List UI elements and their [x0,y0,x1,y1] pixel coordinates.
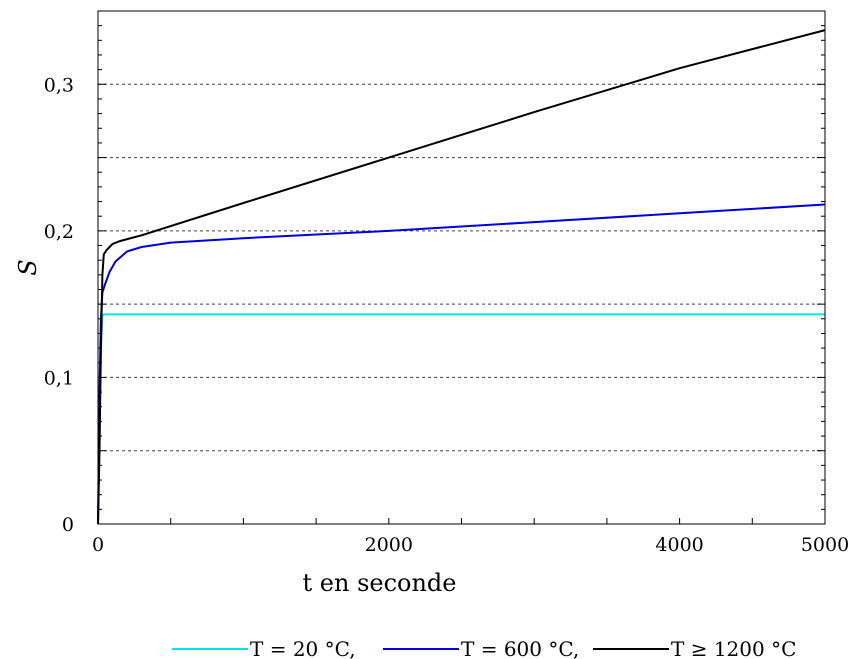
x-tick-label: 2000 [365,534,413,556]
series-line-1 [97,313,825,525]
y-tick-label: 0,1 [44,367,74,389]
axis-ticks [97,25,826,524]
y-tick-label: 0,3 [44,74,74,96]
series-line-2 [97,203,826,525]
legend: T = 20 °C, T = 600 °C, T ≥ 1200 °C [172,637,796,659]
x-tick-label: 0 [92,534,104,556]
gridlines [98,10,825,452]
legend-label-3: T ≥ 1200 °C [671,637,796,659]
x-axis-label: t en seconde [303,569,457,597]
series-line-3 [97,29,826,525]
plot-frame [97,10,826,525]
x-tick-label: 4000 [655,534,703,556]
legend-label-1: T = 20 °C, [250,637,356,659]
x-tick-label: 5000 [801,534,849,556]
y-tick-label: 0 [62,514,74,536]
tick-labels: 0 2000 4000 5000 0 0,1 0,2 0,3 [44,74,849,556]
data-series [97,29,826,525]
y-axis-label: S [14,259,42,275]
legend-label-2: T = 600 °C, [461,637,579,659]
y-tick-label: 0,2 [44,221,74,243]
